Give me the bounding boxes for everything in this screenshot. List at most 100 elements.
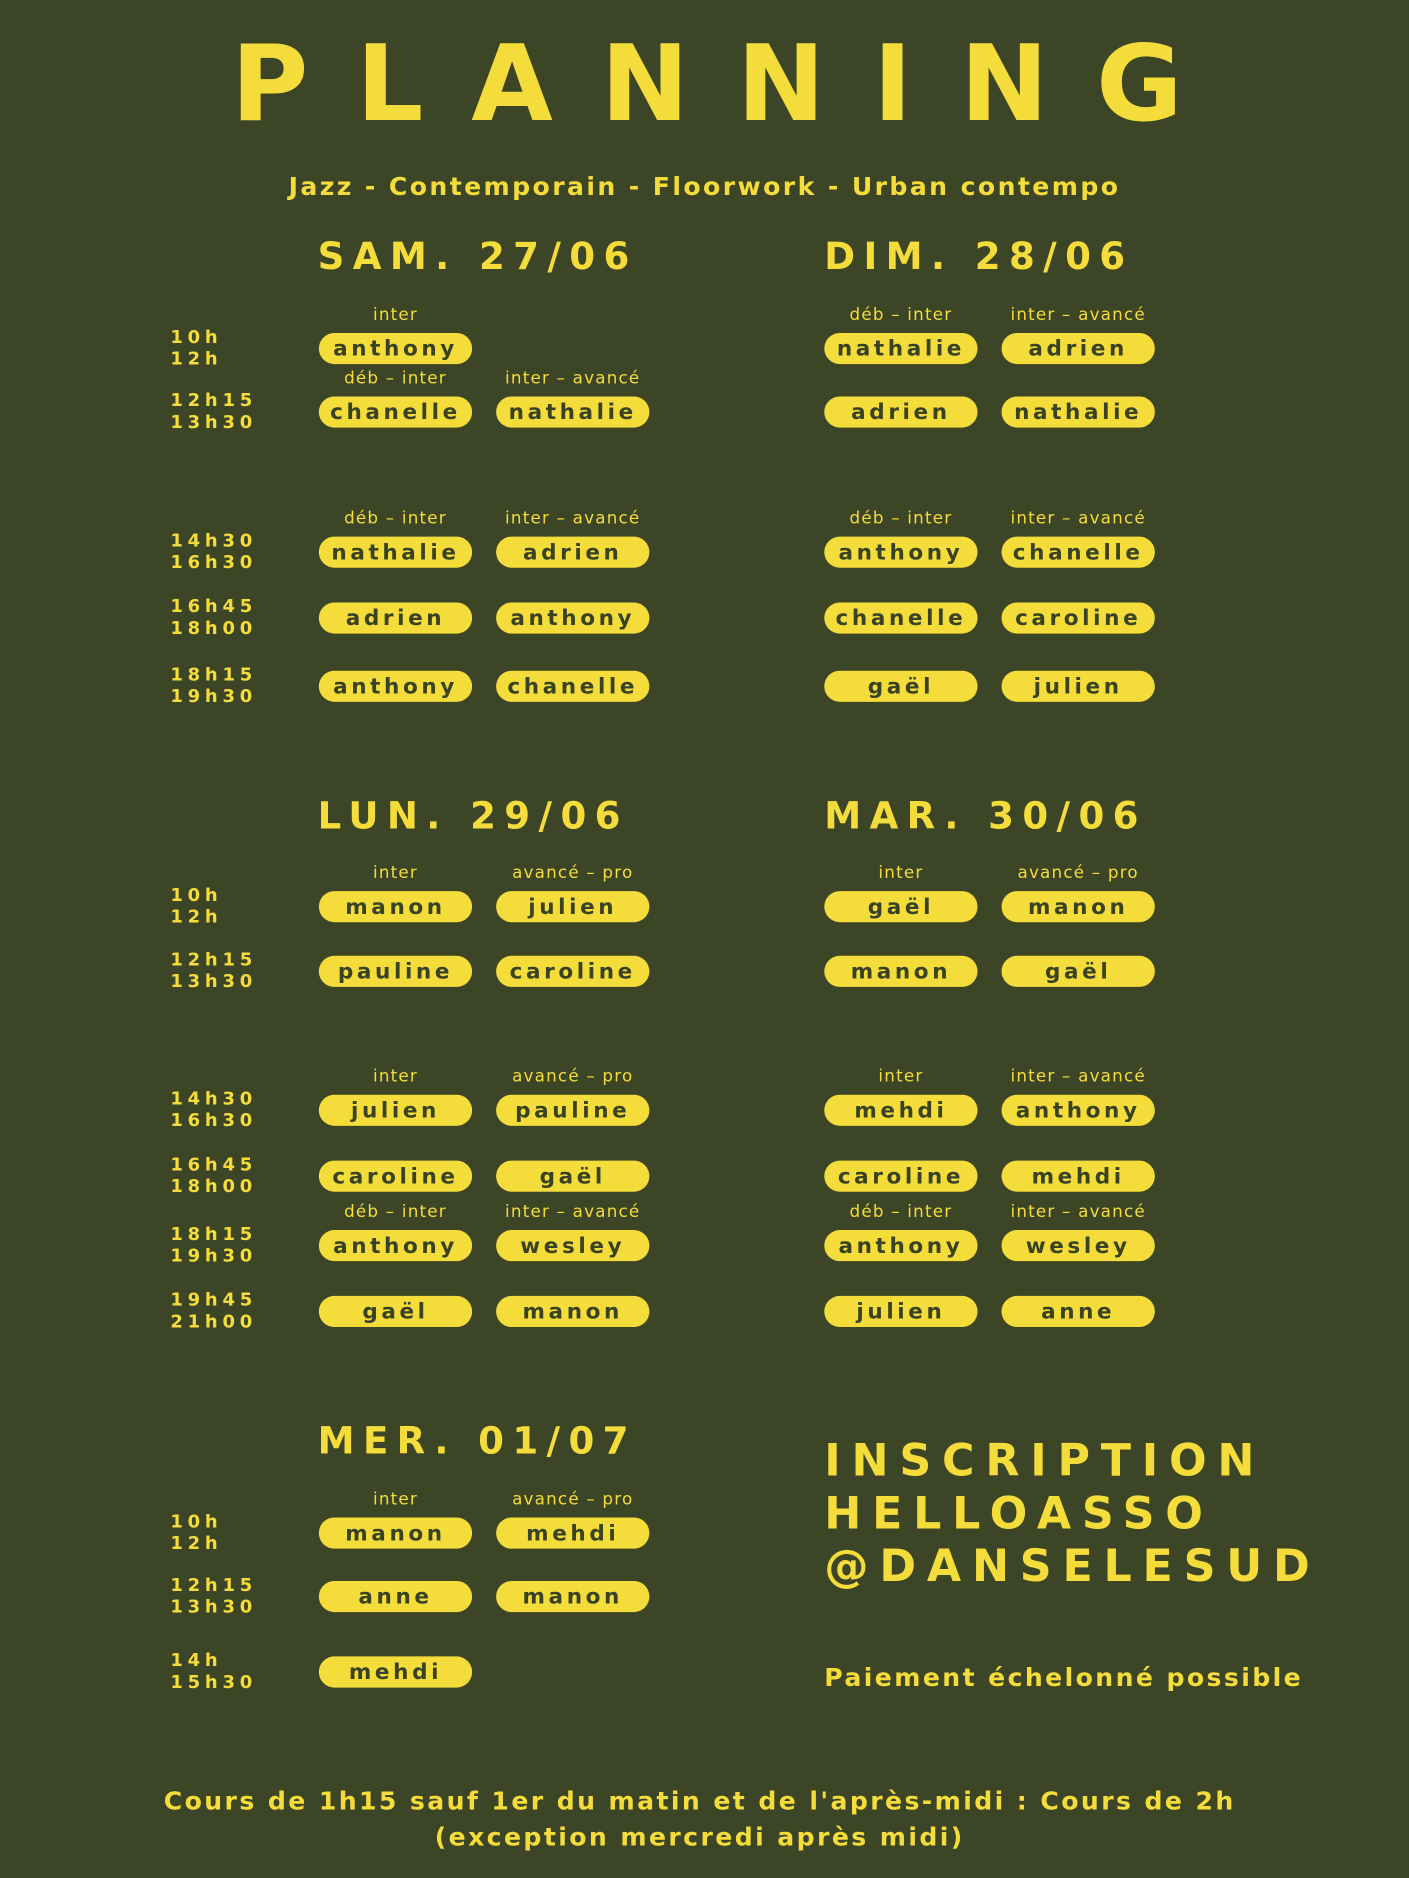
teacher-name: anne [358, 1585, 432, 1610]
pill [824, 536, 978, 568]
teacher-name: nathalie [1014, 400, 1142, 425]
teacher-name: adrien [346, 606, 446, 631]
teacher-name: manon [851, 960, 951, 985]
pill [824, 891, 978, 923]
teacher-name: caroline [1015, 606, 1141, 631]
level-label: déb – inter [344, 1201, 447, 1221]
time-label: 14h30 [170, 530, 257, 551]
payment-note: Paiement échelonné possible [824, 1663, 1303, 1692]
time-label: 14h30 [170, 1088, 257, 1109]
teacher-name: chanelle [836, 606, 967, 631]
pill [318, 891, 473, 923]
pill [1001, 396, 1155, 428]
teacher-name: chanelle [330, 400, 461, 425]
pill [1001, 670, 1155, 702]
pill [1001, 1160, 1155, 1192]
teacher-name: mehdi [1032, 1164, 1125, 1189]
level-label: inter [373, 862, 418, 882]
teacher-name: gaël [868, 674, 934, 699]
pill [318, 670, 473, 702]
day-header: DIM. 28/06 [824, 235, 1133, 278]
teacher-name: adrien [851, 400, 951, 425]
time-label: 18h00 [170, 1176, 257, 1197]
teacher-name: chanelle [1013, 540, 1144, 565]
level-label: inter – avancé [1010, 508, 1145, 528]
pill [1001, 891, 1155, 923]
pill [496, 536, 650, 568]
time-label: 14h [170, 1650, 222, 1671]
time-label: 12h [170, 906, 222, 927]
day-header: MAR. 30/06 [824, 795, 1147, 838]
teacher-name: gaël [362, 1300, 428, 1325]
pill [318, 602, 473, 634]
pill [1001, 1094, 1155, 1126]
pill [496, 1160, 650, 1192]
time-label: 19h30 [170, 1245, 257, 1266]
pill [318, 1517, 473, 1549]
teacher-name: caroline [510, 960, 636, 985]
level-label: déb – inter [344, 508, 447, 528]
time-label: 16h45 [170, 596, 257, 617]
time-label: 13h30 [170, 1596, 257, 1617]
teacher-name: pauline [515, 1098, 630, 1123]
teacher-name: pauline [338, 960, 453, 985]
pill [496, 1295, 650, 1328]
pill [496, 670, 650, 702]
pill [496, 891, 650, 923]
inscription-line: HELLOASSO [824, 1488, 1213, 1539]
level-label: avancé – pro [512, 862, 633, 882]
time-label: 12h15 [170, 950, 257, 971]
level-label: inter [373, 1066, 418, 1086]
time-label: 12h15 [170, 390, 257, 411]
teacher-name: anthony [333, 674, 458, 699]
teacher-name: adrien [523, 540, 623, 565]
time-label: 19h30 [170, 686, 257, 707]
teacher-name: manon [523, 1585, 623, 1610]
pill [1001, 602, 1155, 634]
footer-line: Cours de 1h15 sauf 1er du matin et de l'… [164, 1787, 1236, 1816]
time-label: 19h45 [170, 1290, 257, 1311]
time-label: 16h45 [170, 1154, 257, 1175]
teacher-name: mehdi [526, 1521, 619, 1546]
teacher-name: adrien [1028, 337, 1128, 362]
teacher-name: julien [855, 1300, 945, 1325]
day-header: LUN. 29/06 [318, 795, 629, 838]
teacher-name: anthony [1016, 1098, 1141, 1123]
level-label: inter – avancé [1010, 1066, 1145, 1086]
time-label: 10h [170, 327, 222, 348]
pill [318, 536, 473, 568]
pill [1001, 332, 1155, 365]
pill [318, 1094, 473, 1126]
pill [318, 1580, 473, 1613]
teacher-name: mehdi [854, 1098, 947, 1123]
pill [824, 332, 978, 365]
teacher-name: gaël [868, 895, 934, 920]
pill [318, 332, 473, 365]
time-label: 18h15 [170, 665, 257, 686]
level-label: inter [878, 862, 923, 882]
teacher-name: anthony [838, 540, 963, 565]
level-label: inter – avancé [505, 1201, 640, 1221]
pill [824, 955, 978, 987]
level-label: avancé – pro [512, 1066, 633, 1086]
teacher-name: anthony [838, 1234, 963, 1259]
pill [318, 396, 473, 428]
teacher-name: anthony [510, 606, 635, 631]
time-label: 10h [170, 1511, 222, 1532]
pill [1001, 955, 1155, 987]
teacher-name: anne [1041, 1300, 1115, 1325]
pill [824, 1295, 978, 1328]
pill [1001, 1295, 1155, 1328]
level-label: inter – avancé [1010, 1201, 1145, 1221]
time-label: 18h00 [170, 618, 257, 639]
subtitle: Jazz - Contemporain - Floorwork - Urban … [287, 172, 1121, 201]
inscription-line: @DANSELESUD [824, 1541, 1320, 1592]
level-label: inter [878, 1066, 923, 1086]
time-label: 12h15 [170, 1575, 257, 1596]
teacher-name: manon [345, 1521, 445, 1546]
pill [318, 1230, 473, 1262]
teacher-name: julien [527, 895, 617, 920]
time-label: 16h30 [170, 1110, 257, 1131]
pill [824, 670, 978, 702]
